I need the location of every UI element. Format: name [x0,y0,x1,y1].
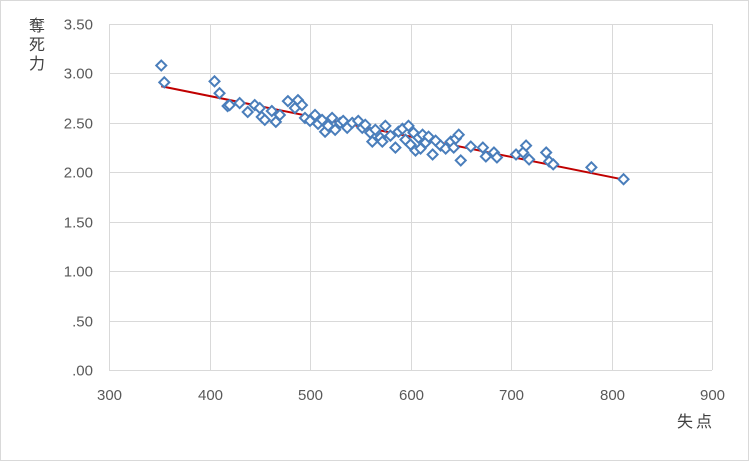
data-point [265,104,279,118]
data-point [426,148,440,161]
data-point [273,108,287,122]
y-tick-label: 2.50 [64,116,93,133]
data-point [452,128,466,142]
data-point [315,113,329,127]
data-points [154,59,630,186]
y-tick-label: 1.50 [64,215,93,232]
x-tick-label: 800 [600,387,625,404]
data-point [325,111,339,125]
data-point [223,98,237,112]
gridlines [109,24,713,371]
data-point [546,157,560,171]
data-point [157,75,171,89]
data-point [519,139,533,153]
y-tick-label: 2.00 [64,165,93,182]
data-point [464,140,478,153]
y-tick-label: 1.00 [64,264,93,281]
data-point [383,129,397,143]
x-tick-label: 400 [198,387,223,404]
x-tick-label: 600 [399,387,424,404]
y-tick-label: 3.50 [64,17,93,34]
x-tick-label: 900 [700,387,725,404]
data-point [154,59,168,72]
data-point [476,141,490,154]
data-point [308,108,322,122]
data-point [358,118,372,132]
data-point [617,172,630,186]
x-axis-title: 失点 [677,412,715,431]
x-tick-label: 700 [499,387,524,404]
data-point [584,160,598,174]
data-point [233,96,247,110]
y-tick-labels: .00 .50 1.00 1.50 2.00 2.50 3.00 3.50 [64,17,93,380]
data-point [539,146,553,159]
data-point [375,135,389,149]
data-point [328,123,342,137]
data-point [241,105,255,119]
x-tick-label: 300 [97,387,122,404]
data-point [490,151,504,164]
y-axis-title: 奪死力 [29,16,45,73]
x-tick-labels: 300 400 500 600 700 800 900 [97,387,725,404]
y-tick-label: .50 [72,314,93,331]
data-point [208,74,221,88]
y-tick-label: .00 [72,363,93,380]
data-point [447,141,461,154]
data-point [258,113,272,127]
data-point [389,141,402,154]
data-point [365,135,379,149]
y-tick-label: 3.00 [64,66,93,83]
data-point [522,153,536,166]
data-point [454,154,468,167]
data-point [213,86,226,100]
data-point [479,150,493,163]
data-point [368,123,382,137]
x-tick-label: 500 [298,387,323,404]
data-point [295,98,309,112]
data-point [378,119,392,133]
data-point [402,119,415,133]
data-point [281,94,295,108]
